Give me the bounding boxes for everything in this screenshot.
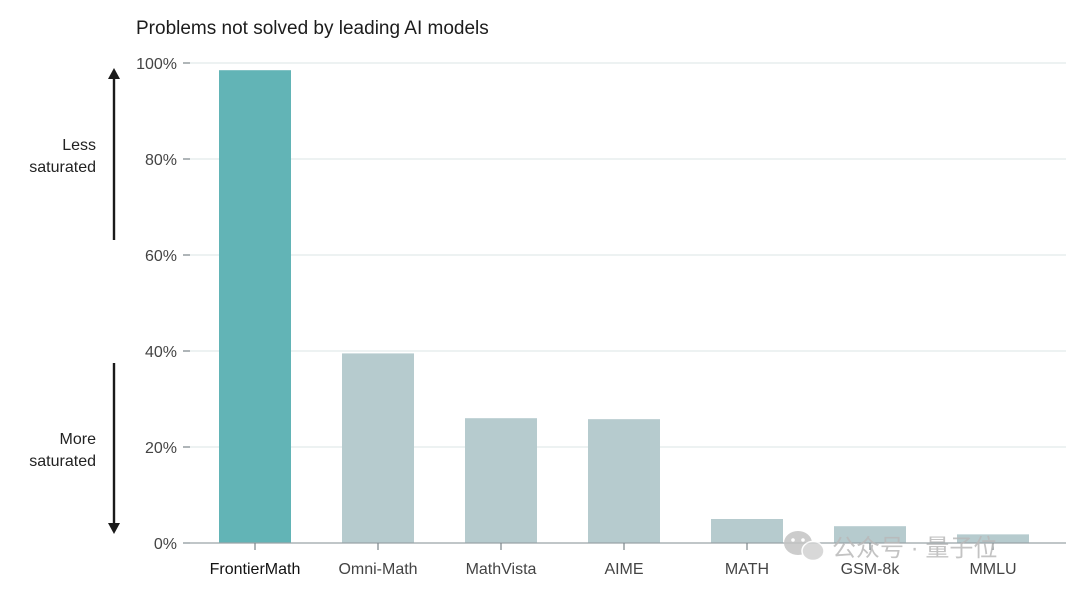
bar-aime	[588, 419, 660, 543]
x-tick-label: MathVista	[466, 561, 537, 578]
y-tick-label: 60%	[145, 248, 177, 265]
up-arrow-head	[108, 68, 120, 79]
x-axis: FrontierMath Omni-Math MathVista AIME MATH GS…	[210, 543, 1017, 578]
gridlines	[190, 62, 1066, 448]
watermark: 公众号 · 量子位	[784, 531, 997, 562]
watermark-text: 公众号 · 量子位	[832, 535, 997, 562]
y-tick-label: 0%	[154, 536, 177, 553]
saturated-label-bottom: saturated	[29, 453, 96, 470]
chart-title: Problems not solved by leading AI models	[136, 18, 489, 39]
y-axis: 0% 20% 40% 60% 80% 100%	[136, 56, 190, 553]
y-tick-label: 20%	[145, 440, 177, 457]
down-arrow-head	[108, 523, 120, 534]
y-tick-label: 80%	[145, 152, 177, 169]
saturated-label-top: saturated	[29, 159, 96, 176]
wechat-icon	[784, 531, 825, 562]
x-tick-label: FrontierMath	[210, 561, 301, 578]
bar-mathvista	[465, 418, 537, 543]
x-tick-label: Omni-Math	[338, 561, 417, 578]
less-label: Less	[62, 137, 96, 154]
bar-mmlu	[957, 534, 1029, 543]
less-saturated-annotation: Less saturated	[29, 68, 120, 240]
x-tick-label: MATH	[725, 561, 769, 578]
bars	[219, 70, 1029, 543]
y-tick-label: 40%	[145, 344, 177, 361]
bar-gsm-8k	[834, 526, 906, 543]
x-tick-label: MMLU	[969, 561, 1016, 578]
more-saturated-annotation: More saturated	[29, 363, 120, 534]
x-tick-label: AIME	[604, 561, 643, 578]
y-tick-label: 100%	[136, 56, 177, 73]
bar-math	[711, 519, 783, 543]
more-label: More	[60, 431, 97, 448]
x-tick-label: GSM-8k	[841, 561, 901, 578]
bar-frontiermath	[219, 70, 291, 543]
bar-omni-math	[342, 353, 414, 543]
